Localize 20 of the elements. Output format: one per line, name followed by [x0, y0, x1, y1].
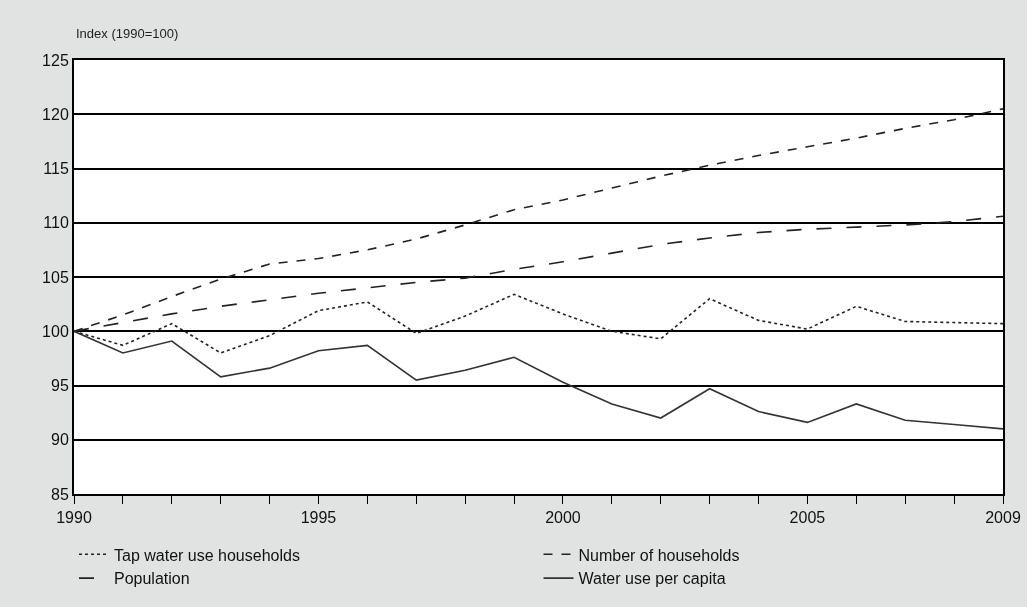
y-tick-label: 120	[42, 105, 69, 123]
x-tick-label: 2005	[789, 509, 826, 527]
x-tick-label: 2000	[545, 509, 581, 527]
y-tick-label: 100	[42, 322, 69, 340]
legend-label: Tap water use households	[114, 546, 300, 564]
line-series	[74, 330, 1003, 430]
y-tick-label: 90	[51, 431, 69, 449]
x-tick-label: 1995	[300, 509, 337, 527]
y-tick-label: 95	[51, 377, 69, 395]
y-tick-label: 115	[43, 160, 69, 178]
x-tick-label: 1990	[56, 509, 92, 527]
legend-label: Water use per capita	[578, 570, 726, 588]
y-tick-label: 85	[51, 485, 69, 503]
y-axis-title: Index (1990=100)	[76, 26, 179, 41]
x-tick-label: 2009	[985, 509, 1021, 527]
y-tick-label: 125	[42, 51, 69, 69]
y-tick-label: 105	[42, 268, 69, 286]
legend-label: Number of households	[578, 546, 740, 564]
legend-label: Population	[114, 570, 190, 588]
y-tick-label: 110	[43, 214, 69, 232]
